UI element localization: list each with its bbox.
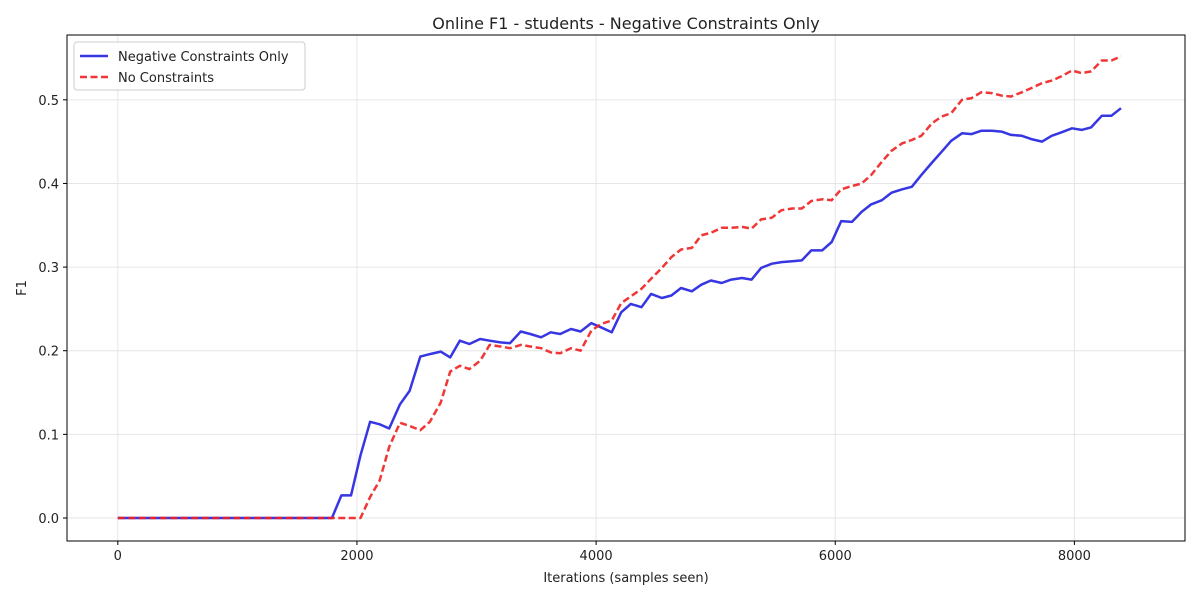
- chart-title: Online F1 - students - Negative Constrai…: [432, 14, 819, 33]
- x-tick-label: 8000: [1058, 549, 1091, 564]
- legend-frame: [73, 41, 306, 91]
- y-axis-title: F1: [15, 280, 30, 296]
- x-tick-label: 6000: [819, 549, 852, 564]
- series-line-no-constraints: [117, 55, 1122, 520]
- ticks: 0 2000 4000 6000 8000 0.0 0.1 0.2 0.3 0.4 0.5: [38, 94, 1091, 564]
- x-axis-title: Iterations (samples seen): [543, 571, 708, 586]
- legend-label-negative-constraints-only: Negative Constraints Only: [118, 50, 289, 65]
- y-tick-label: 0.4: [38, 177, 59, 192]
- plot-frame: [66, 34, 1186, 542]
- x-tick-label: 4000: [580, 549, 613, 564]
- series-layer: [117, 55, 1122, 520]
- series-line-negative-constraints-only: [117, 107, 1122, 520]
- y-tick-label: 0.5: [38, 94, 59, 109]
- x-tick-label: 2000: [340, 549, 373, 564]
- legend: Negative Constraints Only No Constraints: [73, 41, 306, 91]
- y-tick-label: 0.1: [38, 428, 59, 443]
- x-tick-label: 0: [114, 549, 122, 564]
- grid: [67, 35, 1185, 541]
- y-tick-label: 0.0: [38, 512, 59, 527]
- y-tick-label: 0.3: [38, 261, 59, 276]
- legend-label-no-constraints: No Constraints: [118, 71, 214, 86]
- y-tick-label: 0.2: [38, 345, 59, 360]
